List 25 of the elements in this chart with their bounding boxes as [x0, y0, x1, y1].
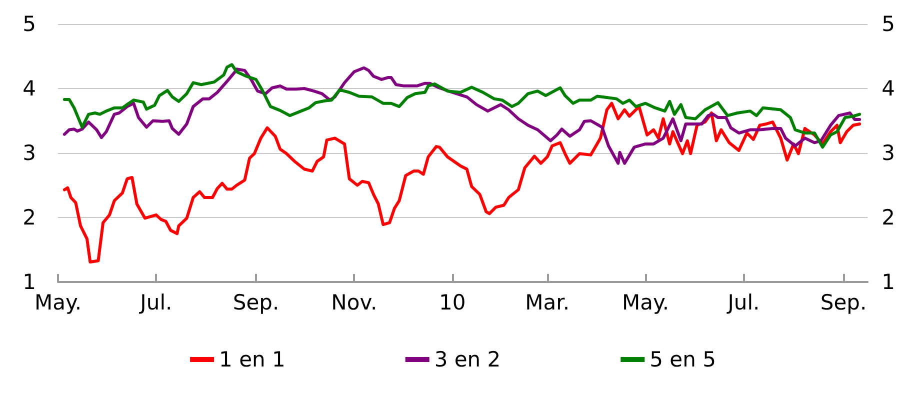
line-series: [62, 63, 862, 149]
y-tick-label: 3: [22, 141, 36, 165]
x-tick-label: May.: [622, 290, 670, 314]
y2-tick-label: 5: [882, 12, 896, 36]
x-tick-label: May.: [34, 290, 82, 314]
legend-label: 1 en 1: [219, 348, 286, 372]
legend-label: 5 en 5: [650, 348, 716, 372]
y2-tick-label: 1: [882, 270, 896, 294]
y2-tick-label: 2: [882, 206, 896, 230]
y-tick-label: 4: [22, 76, 36, 100]
x-tick-label: Mar.: [525, 290, 570, 314]
y2-tick-label: 4: [882, 76, 896, 100]
x-tick-label: Nov.: [331, 290, 378, 314]
x-tick-label: Sep.: [232, 290, 280, 314]
x-tick-label: Jul.: [726, 290, 760, 314]
line-series: [62, 102, 862, 264]
y-tick-label: 5: [22, 12, 36, 36]
legend-label: 3 en 2: [434, 348, 501, 372]
y-tick-label: 2: [22, 206, 36, 230]
x-tick-label: Jul.: [138, 290, 172, 314]
y2-tick-label: 3: [882, 141, 896, 165]
line-series: [62, 66, 862, 165]
x-tick-label: Sep.: [820, 290, 867, 314]
y-tick-label: 1: [22, 270, 36, 294]
x-tick-label: 10: [438, 290, 466, 314]
